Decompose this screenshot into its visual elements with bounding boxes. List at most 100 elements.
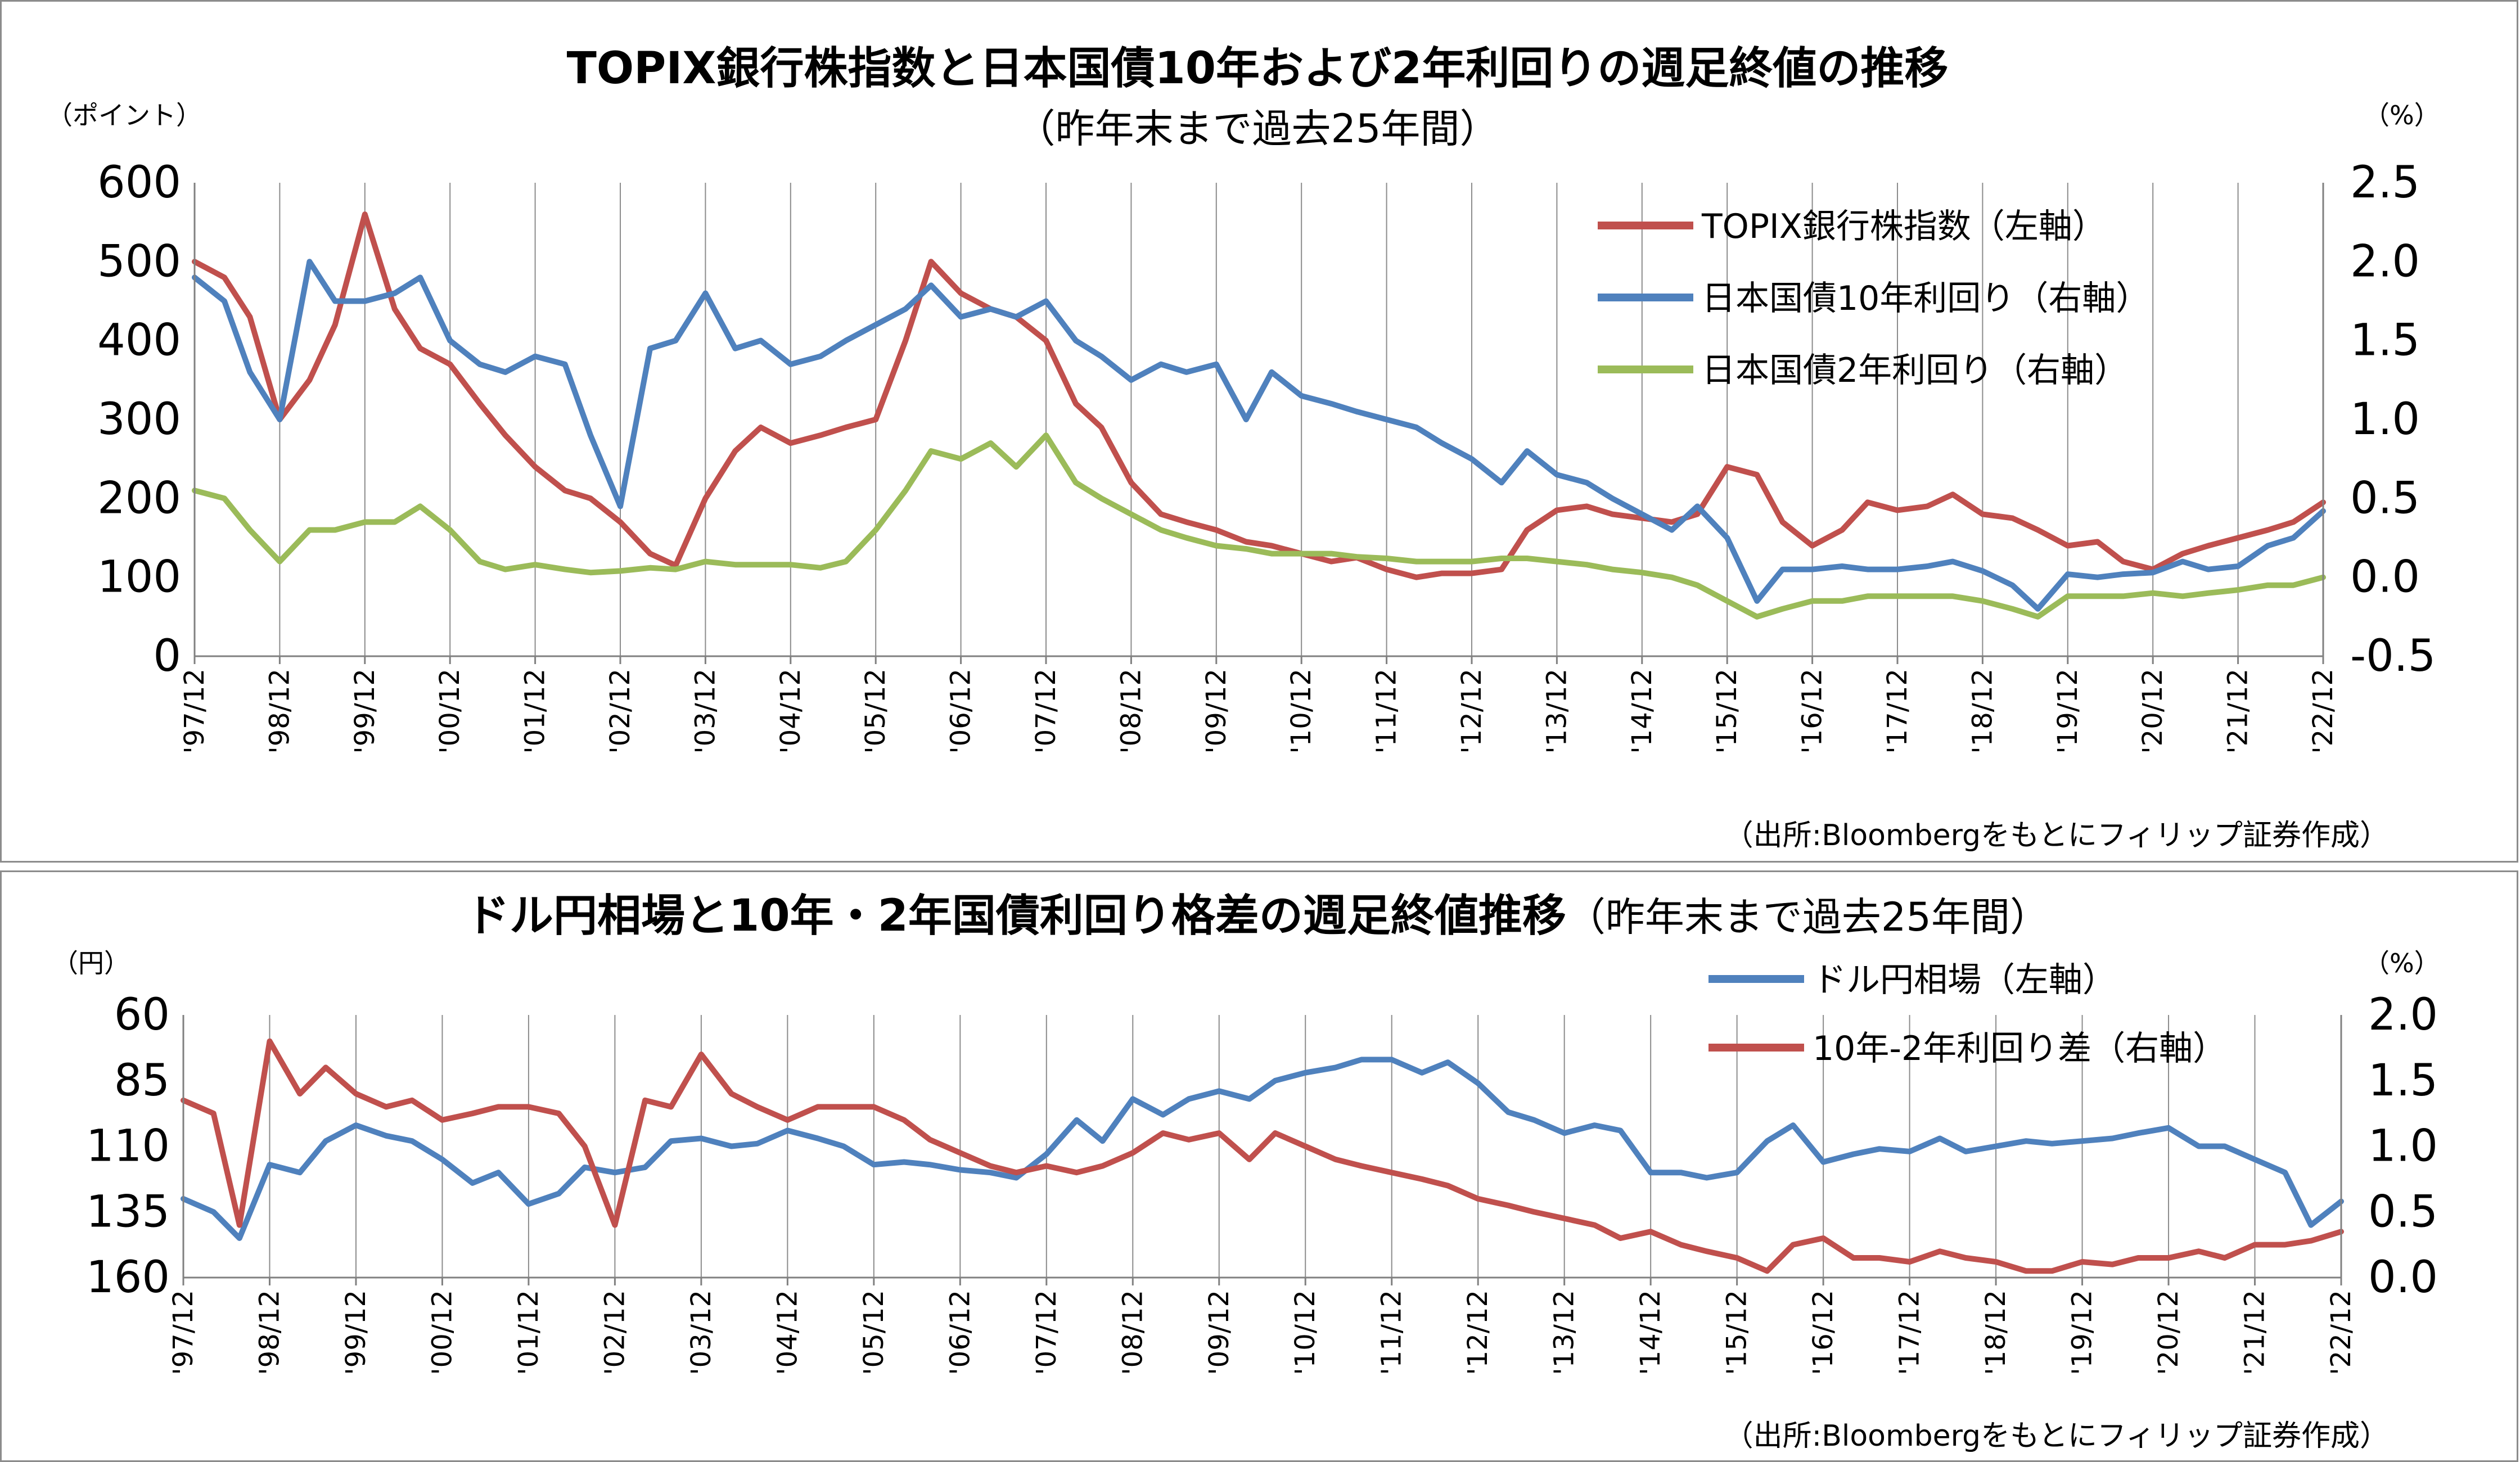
x-tick-label: '19/12 bbox=[2067, 1290, 2098, 1375]
x-tick-label: '03/12 bbox=[686, 1290, 717, 1375]
x-tick-label: '07/12 bbox=[1031, 1290, 1062, 1375]
x-tick-label: '05/12 bbox=[858, 1290, 890, 1375]
legend-label-2: 日本国債10年利回り（右軸） bbox=[1702, 279, 2149, 318]
y-left-tick-label: 300 bbox=[97, 394, 181, 445]
x-tick-label: '19/12 bbox=[2052, 669, 2084, 754]
legend: TOPIX銀行株指数（左軸） 日本国債10年利回り（右軸） 日本国債2年利回り（右軸… bbox=[1598, 207, 2149, 390]
chart-title-main: ドル円相場と10年・2年国債利回り格差の週足終値推移 bbox=[466, 891, 1566, 941]
x-tick-label: '21/12 bbox=[2239, 1290, 2271, 1375]
y-right-tick-label: 0.5 bbox=[2350, 473, 2420, 524]
x-tick-label: '97/12 bbox=[179, 669, 210, 754]
x-tick-label: '01/12 bbox=[520, 669, 551, 754]
y-left-tick-label: 135 bbox=[86, 1186, 170, 1237]
axes: '97/12 '98/12 '99/12 '00/12 '01/12 '02/12 '03/… bbox=[97, 157, 2436, 754]
x-tick-label: '20/12 bbox=[2137, 669, 2169, 754]
x-tick-label: '03/12 bbox=[689, 669, 721, 754]
y-right-tick-label: 2.0 bbox=[2350, 236, 2420, 287]
x-tick-label: '20/12 bbox=[2153, 1290, 2184, 1375]
series-line-1 bbox=[192, 211, 2326, 580]
source-note: （出所:Bloombergをもとにフィリップ証券作成） bbox=[1724, 1419, 2389, 1453]
chart-subtitle: （昨年末まで過去25年間） bbox=[1016, 106, 1499, 152]
y-left-tick-label: 200 bbox=[97, 473, 181, 524]
x-tick-label: '02/12 bbox=[605, 669, 636, 754]
x-tick-label: '15/12 bbox=[1711, 669, 1743, 754]
y-right-tick-label: 0.5 bbox=[2368, 1186, 2438, 1237]
y-right-tick-label: 1.0 bbox=[2350, 394, 2420, 445]
legend-label-2: 10年-2年利回り差（右軸） bbox=[1813, 1029, 2226, 1068]
grid-lines bbox=[194, 183, 2324, 656]
x-tick-label: '04/12 bbox=[772, 1290, 803, 1375]
x-tick-label: '09/12 bbox=[1203, 1290, 1235, 1375]
right-axis-unit: （%） bbox=[2364, 100, 2440, 130]
y-left-tick-label: 60 bbox=[114, 990, 170, 1040]
y-left-tick-label: 400 bbox=[97, 315, 181, 366]
series-group bbox=[181, 1038, 2344, 1274]
x-tick-label: '22/12 bbox=[2325, 1290, 2357, 1375]
x-tick-label: '98/12 bbox=[264, 669, 295, 754]
left-axis-unit: （円） bbox=[52, 948, 130, 978]
legend-label-3: 日本国債2年利回り（右軸） bbox=[1702, 351, 2128, 390]
x-tick-label: '04/12 bbox=[775, 669, 806, 754]
legend-label-1: ドル円相場（左軸） bbox=[1813, 960, 2116, 1000]
x-tick-label: '18/12 bbox=[1980, 1290, 2012, 1375]
y-left-tick-label: 85 bbox=[114, 1055, 170, 1106]
x-tick-label: '01/12 bbox=[513, 1290, 544, 1375]
x-tick-label: '13/12 bbox=[1549, 1290, 1580, 1375]
right-axis-unit: （%） bbox=[2364, 948, 2440, 978]
y-right-tick-label: 2.5 bbox=[2350, 157, 2420, 208]
x-tick-label: '11/12 bbox=[1371, 669, 1403, 754]
series-line-2 bbox=[192, 259, 2326, 612]
x-tick-label: '10/12 bbox=[1290, 1290, 1321, 1375]
y-right-tick-label: 0.0 bbox=[2368, 1252, 2438, 1303]
x-tick-label: '14/12 bbox=[1626, 669, 1658, 754]
x-tick-label: '99/12 bbox=[349, 669, 381, 754]
series-group bbox=[192, 211, 2326, 620]
x-tick-label: '98/12 bbox=[254, 1290, 285, 1375]
x-tick-label: '12/12 bbox=[1456, 669, 1487, 754]
chart-panel-top: TOPIX銀行株指数と日本国債10年および2年利回りの週足終値の推移 （昨年末ま… bbox=[0, 0, 2518, 863]
axes: '97/12 '98/12 '99/12 '00/12 '01/12 '02/12 '03/… bbox=[86, 990, 2438, 1375]
source-note: （出所:Bloombergをもとにフィリップ証券作成） bbox=[1724, 819, 2389, 852]
x-tick-label: '16/12 bbox=[1797, 669, 1828, 754]
legend-label-1: TOPIX銀行株指数（左軸） bbox=[1701, 207, 2106, 246]
x-tick-label: '07/12 bbox=[1030, 669, 1062, 754]
x-tick-label: '99/12 bbox=[340, 1290, 372, 1375]
x-tick-label: '12/12 bbox=[1462, 1290, 1494, 1375]
x-tick-label: '08/12 bbox=[1117, 1290, 1148, 1375]
y-right-tick-label: 2.0 bbox=[2368, 990, 2438, 1040]
series-line-1 bbox=[181, 1057, 2344, 1241]
x-tick-label: '08/12 bbox=[1115, 669, 1147, 754]
x-tick-label: '17/12 bbox=[1894, 1290, 1926, 1375]
x-tick-label: '00/12 bbox=[434, 669, 466, 754]
y-right-tick-label: 1.5 bbox=[2368, 1055, 2438, 1106]
x-tick-label: '17/12 bbox=[1882, 669, 1913, 754]
x-tick-label: '22/12 bbox=[2307, 669, 2339, 754]
left-axis-unit: （ポイント） bbox=[47, 100, 202, 130]
x-tick-label: '21/12 bbox=[2223, 669, 2254, 754]
x-tick-label: '06/12 bbox=[945, 669, 977, 754]
y-left-tick-label: 600 bbox=[97, 157, 181, 208]
series-line-2 bbox=[181, 1038, 2344, 1274]
x-tick-label: '13/12 bbox=[1541, 669, 1572, 754]
y-left-tick-label: 110 bbox=[86, 1121, 170, 1172]
x-tick-label: '18/12 bbox=[1967, 669, 1998, 754]
x-tick-label: '00/12 bbox=[426, 1290, 458, 1375]
chart-title: TOPIX銀行株指数と日本国債10年および2年利回りの週足終値の推移 bbox=[567, 43, 1949, 94]
y-left-tick-label: 500 bbox=[97, 236, 181, 287]
y-right-tick-label: 1.0 bbox=[2368, 1121, 2438, 1172]
x-tick-label: '02/12 bbox=[599, 1290, 630, 1375]
y-right-tick-label: -0.5 bbox=[2350, 631, 2436, 682]
x-tick-label: '11/12 bbox=[1376, 1290, 1408, 1375]
y-right-tick-label: 1.5 bbox=[2350, 315, 2420, 366]
series-line-3 bbox=[192, 432, 2326, 620]
x-tick-label: '15/12 bbox=[1721, 1290, 1753, 1375]
chart-top-svg: TOPIX銀行株指数と日本国債10年および2年利回りの週足終値の推移 （昨年末ま… bbox=[47, 43, 2440, 852]
x-tick-label: '14/12 bbox=[1635, 1290, 1666, 1375]
chart-title-sub: （昨年末まで過去25年間） bbox=[1566, 894, 2049, 940]
x-tick-label: '05/12 bbox=[860, 669, 891, 754]
chart-panel-bottom: ドル円相場と10年・2年国債利回り格差の週足終値推移（昨年末まで過去25年間） … bbox=[0, 870, 2518, 1462]
x-tick-label: '10/12 bbox=[1286, 669, 1317, 754]
chart-title: ドル円相場と10年・2年国債利回り格差の週足終値推移（昨年末まで過去25年間） bbox=[466, 891, 2049, 941]
legend: ドル円相場（左軸） 10年-2年利回り差（右軸） bbox=[1708, 960, 2226, 1068]
y-right-tick-label: 0.0 bbox=[2350, 552, 2420, 603]
